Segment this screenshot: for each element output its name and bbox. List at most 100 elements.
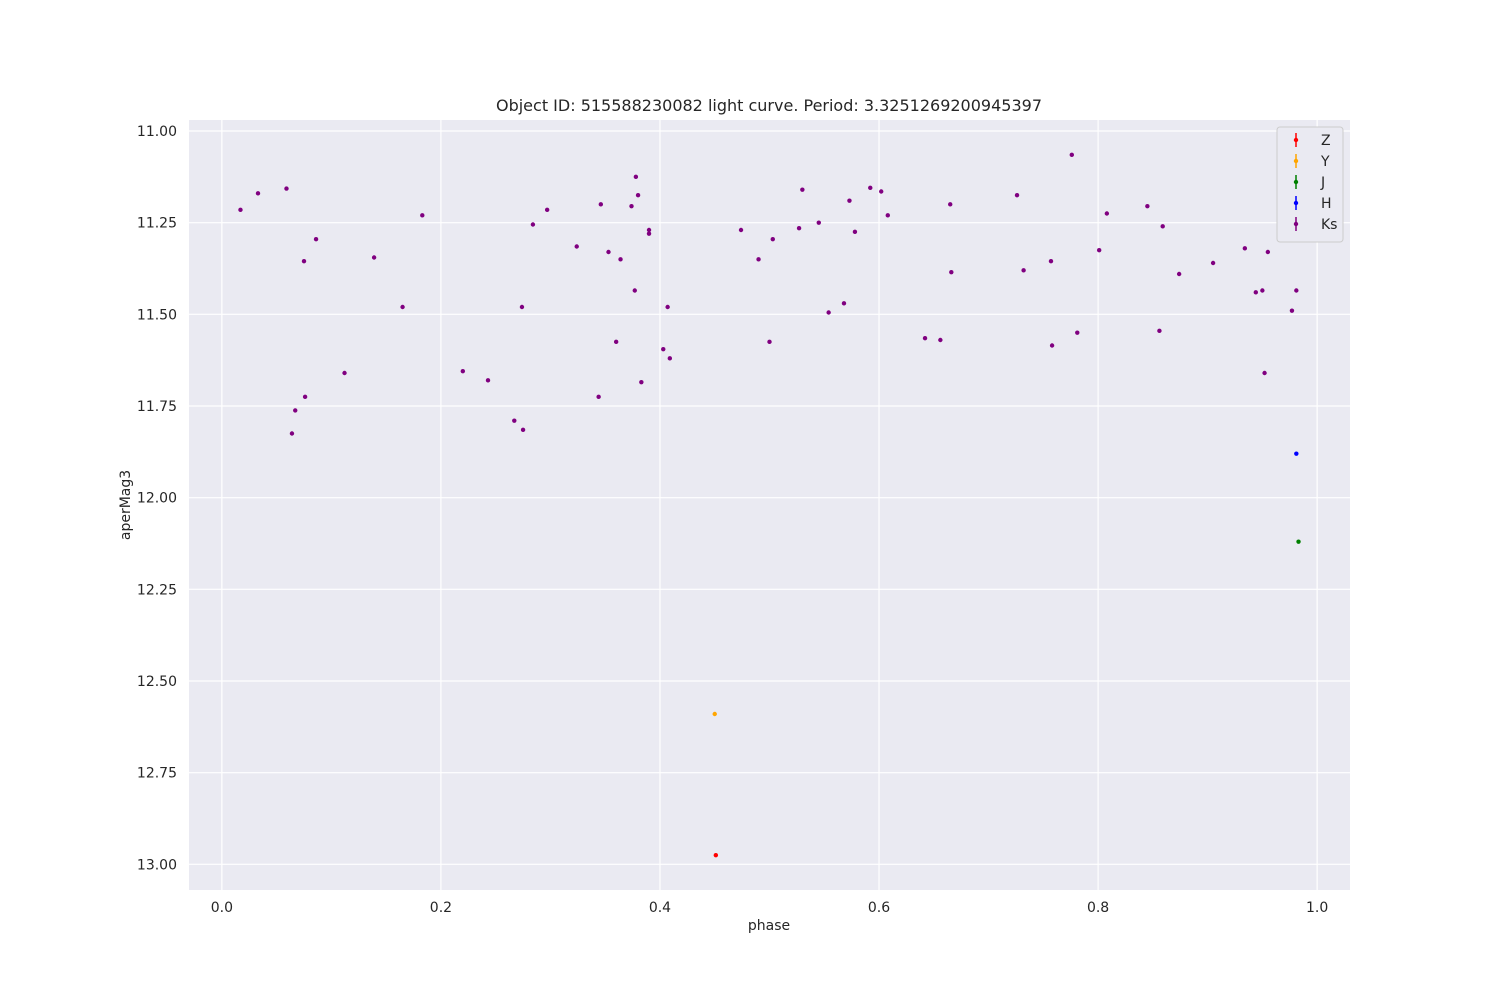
data-point-ks <box>255 191 261 196</box>
y-tick-label: 12.75 <box>137 766 177 782</box>
data-point-ks <box>574 244 579 249</box>
y-tick-label: 11.00 <box>137 124 177 140</box>
y-tick-label: 11.50 <box>137 307 177 323</box>
data-point-ks <box>629 203 634 209</box>
data-point-ks <box>885 213 890 218</box>
data-point-j <box>1296 539 1301 544</box>
data-point-ks <box>948 202 953 207</box>
data-point-ks <box>1176 271 1182 277</box>
data-point-y <box>712 711 717 717</box>
legend-label: J <box>1320 175 1325 191</box>
data-point-ks <box>1075 330 1080 335</box>
data-point-ks <box>1104 211 1110 216</box>
data-point-ks <box>1145 203 1150 209</box>
y-tick-label: 12.50 <box>137 674 177 690</box>
data-point-ks <box>1294 288 1299 293</box>
y-axis-label: aperMag3 <box>118 470 134 540</box>
data-point-ks <box>606 249 611 255</box>
data-point-ks <box>519 304 525 310</box>
data-point-ks <box>639 379 644 385</box>
data-point-ks <box>400 304 405 310</box>
legend-box <box>1276 126 1344 243</box>
x-tick-label: 1.0 <box>1306 900 1328 916</box>
data-point-ks <box>816 220 821 225</box>
y-tick-label: 11.25 <box>137 216 177 232</box>
legend-label: H <box>1321 196 1332 212</box>
y-tick-label: 12.25 <box>137 582 177 598</box>
data-point-ks <box>1014 192 1020 198</box>
data-point-ks <box>879 189 884 194</box>
data-point-ks <box>485 378 491 383</box>
grid <box>189 120 1350 890</box>
data-point-ks <box>646 227 652 233</box>
legend-marker-dot <box>1293 179 1299 185</box>
data-point-ks <box>238 207 243 213</box>
data-point-ks <box>1160 224 1165 229</box>
data-point-ks <box>1265 249 1271 255</box>
y-tick-label: 13.00 <box>137 857 177 873</box>
data-point-ks <box>738 227 744 233</box>
x-tick-label: 0.4 <box>649 900 671 916</box>
data-point-ks <box>938 337 943 343</box>
data-point-ks <box>767 339 772 345</box>
x-tick-label: 0.6 <box>868 900 890 916</box>
data-point-ks <box>665 304 670 310</box>
data-point-ks <box>852 229 858 235</box>
data-point-ks <box>289 431 295 436</box>
data-point-ks <box>342 370 347 376</box>
data-point-ks <box>596 394 601 400</box>
data-point-ks <box>293 408 298 413</box>
x-tick-label: 0.8 <box>1087 900 1109 916</box>
y-tick-labels: 11.00 11.25 11.50 11.75 12.00 12.25 12.50 12.75… <box>137 124 177 873</box>
legend-label: Z <box>1321 133 1331 149</box>
data-point-ks <box>633 174 639 180</box>
data-point-ks <box>1048 258 1054 264</box>
data-point-ks <box>667 356 673 361</box>
data-point-ks <box>598 202 604 207</box>
legend-marker-dot <box>1293 200 1299 206</box>
data-point-ks <box>371 255 377 260</box>
data-point-ks <box>922 335 928 341</box>
data-point-h <box>1294 451 1299 456</box>
data-point-ks <box>1242 246 1248 251</box>
data-point-ks <box>520 427 526 433</box>
data-point-ks <box>1210 260 1216 266</box>
legend-marker-dot <box>1293 221 1299 227</box>
data-point-ks <box>800 187 805 192</box>
data-point-ks <box>635 192 641 198</box>
data-point-ks <box>1262 370 1267 376</box>
x-tick-labels: 0.0 0.2 0.4 0.6 0.8 1.0 <box>211 900 1329 916</box>
data-point-ks <box>756 257 761 262</box>
data-point-ks <box>826 310 831 315</box>
data-point-ks <box>530 222 536 227</box>
data-point-ks <box>313 236 319 242</box>
data-point-ks <box>301 258 307 264</box>
data-point-ks <box>632 288 637 293</box>
data-point-ks <box>1260 288 1265 293</box>
data-point-ks <box>618 257 623 262</box>
data-point-z <box>713 852 719 858</box>
legend-marker-dot <box>1293 137 1299 143</box>
data-point-ks <box>544 207 550 213</box>
data-point-ks <box>512 418 517 423</box>
data-point-ks <box>949 269 954 275</box>
data-point-ks <box>1069 152 1074 158</box>
data-point-ks <box>613 339 619 345</box>
data-point-ks <box>1021 268 1026 273</box>
x-tick-label: 0.0 <box>211 900 233 916</box>
data-point-ks <box>847 198 852 203</box>
data-point-ks <box>841 301 847 306</box>
data-point-ks <box>1096 247 1102 253</box>
x-axis-label: phase <box>748 918 790 934</box>
legend-label: Y <box>1320 154 1330 170</box>
data-point-ks <box>420 213 425 218</box>
chart-title: Object ID: 515588230082 light curve. Per… <box>496 96 1042 115</box>
data-point-ks <box>1289 308 1295 313</box>
data-point-ks <box>646 231 652 236</box>
x-tick-label: 0.2 <box>430 900 452 916</box>
data-point-ks <box>661 346 666 352</box>
data-point-ks <box>770 236 775 242</box>
data-point-ks <box>284 186 289 191</box>
